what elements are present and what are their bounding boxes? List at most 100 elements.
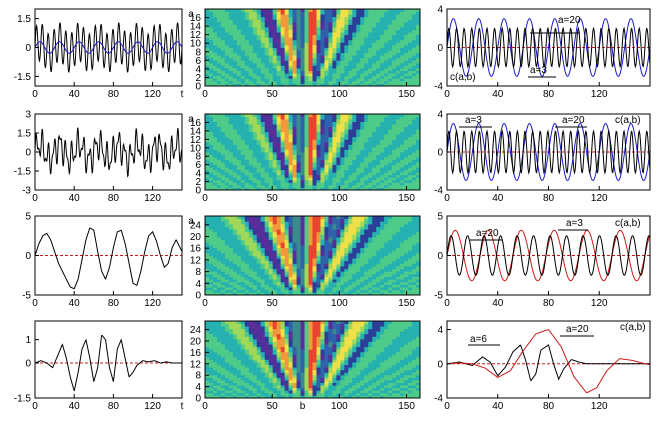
heatmap-cell xyxy=(220,57,226,61)
heatmap-cell xyxy=(412,136,417,140)
heatmap-cell xyxy=(400,75,405,79)
heatmap-cell xyxy=(364,78,369,82)
heatmap-cell xyxy=(244,47,250,51)
heatmap-cell xyxy=(352,177,357,181)
heatmap-cell xyxy=(232,292,238,296)
heatmap-cell xyxy=(244,177,250,181)
heatmap-cell xyxy=(396,231,401,235)
heatmap-cell xyxy=(412,164,417,168)
heatmap-cell xyxy=(316,65,321,69)
heatmap-cell xyxy=(332,260,337,264)
heatmap-cell xyxy=(272,73,278,77)
heatmap-cell xyxy=(412,60,417,64)
heatmap-cell xyxy=(272,78,278,82)
heatmap-cell xyxy=(312,266,317,270)
heatmap-cell xyxy=(240,247,246,251)
heatmap-cell xyxy=(216,182,222,186)
heatmap-cell xyxy=(324,116,329,120)
heatmap-cell xyxy=(348,154,353,158)
heatmap-cell xyxy=(380,169,385,173)
heatmap-cell xyxy=(364,255,369,259)
heatmap-cell xyxy=(368,11,373,15)
heatmap-cell xyxy=(260,263,266,267)
heatmap-cell xyxy=(276,273,282,277)
heatmap-cell xyxy=(260,62,266,66)
heatmap-cell xyxy=(304,216,309,220)
heatmap-cell xyxy=(388,83,393,87)
heatmap-cell xyxy=(392,172,397,176)
heatmap-cell xyxy=(280,187,286,191)
heatmap-cell xyxy=(256,129,262,133)
heatmap-cell xyxy=(280,129,286,133)
heatmap-cell xyxy=(288,157,293,160)
heatmap-cell xyxy=(212,52,218,56)
heatmap-cell xyxy=(412,266,417,270)
heatmap-cell xyxy=(256,124,262,128)
heatmap-cell xyxy=(220,152,226,155)
heatmap-cell xyxy=(388,250,393,254)
heatmap-cell xyxy=(384,223,389,227)
heatmap-cell xyxy=(392,174,397,178)
heatmap-cell xyxy=(316,52,321,56)
heatmap-cell xyxy=(360,292,365,296)
heatmap-cell xyxy=(312,136,317,140)
heatmap-cell xyxy=(392,146,397,150)
heatmap-cell xyxy=(352,226,357,230)
heatmap-cell xyxy=(300,65,305,69)
heatmap-cell xyxy=(244,124,250,128)
heatmap-cell xyxy=(396,134,401,138)
heatmap-cell xyxy=(280,16,286,20)
heatmap-cell xyxy=(328,9,333,12)
heatmap-cell xyxy=(400,177,405,181)
heatmap-cell xyxy=(336,32,341,36)
heatmap-cell xyxy=(284,223,290,227)
heatmap-cell xyxy=(320,70,325,74)
heatmap-cell xyxy=(244,187,250,191)
heatmap-cell xyxy=(308,281,313,285)
heatmap-cell xyxy=(268,124,274,128)
heatmap-cell xyxy=(272,47,278,51)
heatmap-cell xyxy=(388,284,393,288)
heatmap-cell xyxy=(220,244,226,248)
y-tick-label: -3 xyxy=(22,186,31,197)
heatmap-cell xyxy=(380,78,385,82)
heatmap-cell xyxy=(332,14,337,18)
heatmap-cell xyxy=(324,234,329,238)
heatmap-cell xyxy=(324,266,329,270)
heatmap-cell xyxy=(248,216,254,220)
heatmap-cell xyxy=(224,114,230,117)
heatmap-cell xyxy=(264,16,270,20)
heatmap-cell xyxy=(284,284,290,288)
heatmap-cell xyxy=(224,167,230,171)
heatmap-cell xyxy=(224,237,230,241)
heatmap-cell xyxy=(240,47,246,51)
heatmap-cell xyxy=(404,239,409,243)
heatmap-cell xyxy=(340,276,345,280)
heatmap-cell xyxy=(324,11,329,15)
heatmap-cell xyxy=(280,260,286,264)
heatmap-cell xyxy=(308,239,313,243)
heatmap-cell xyxy=(364,149,369,153)
heatmap-cell xyxy=(380,29,385,33)
heatmap-cell xyxy=(380,250,385,254)
heatmap-cell xyxy=(216,124,222,128)
heatmap-cell xyxy=(252,62,258,66)
heatmap-cell xyxy=(328,231,333,235)
heatmap-cell xyxy=(416,29,421,33)
heatmap-cell xyxy=(372,223,377,227)
heatmap-cell xyxy=(288,139,293,143)
heatmap-cell xyxy=(256,139,262,143)
heatmap-cell xyxy=(356,239,361,243)
heatmap-cell xyxy=(280,47,286,51)
x-tick-label: 120 xyxy=(591,89,608,100)
heatmap-cell xyxy=(336,34,341,38)
heatmap-cell xyxy=(232,21,238,25)
heatmap-cell xyxy=(272,162,278,166)
heatmap-cell xyxy=(380,119,385,122)
heatmap-cell xyxy=(208,14,214,18)
heatmap-cell xyxy=(304,42,309,46)
y-tick-label: 8 xyxy=(195,152,201,163)
heatmap-cell xyxy=(340,44,345,48)
heatmap-cell xyxy=(276,65,282,69)
heatmap-cell xyxy=(240,14,246,18)
